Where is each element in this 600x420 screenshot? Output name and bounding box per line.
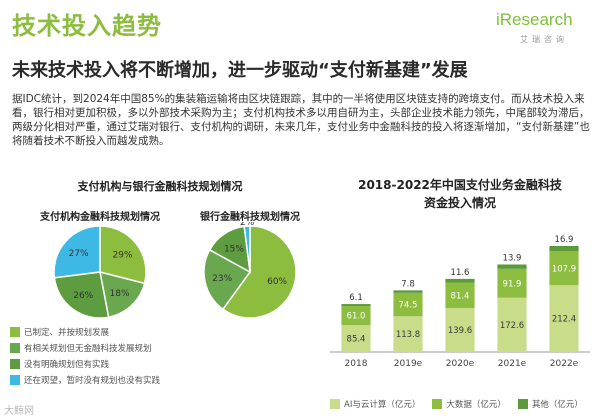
pie1-title: 支付机构金融科技规划情况 — [20, 208, 180, 223]
bar-value-label: 7.8 — [401, 279, 415, 289]
pie-slice-label: 29% — [113, 251, 133, 261]
legend-label: 没有明确规划但有实践 — [24, 358, 109, 370]
pie-slice-label: 27% — [69, 249, 89, 259]
legend-label: 其他（亿元） — [532, 398, 583, 410]
x-tick-label: 2018 — [345, 359, 368, 369]
body-paragraph: 据IDC统计，到2024年中国85%的集装箱运输将由区块链跟踪，其中的一半将使用… — [12, 92, 590, 148]
watermark: 大鲸网 — [4, 402, 34, 417]
bar-value-label: 107.9 — [552, 264, 576, 274]
pie-legend: 已制定、并按规划发展 有相关规划但无金融科技发展规划 没有明确规划但有实践 还在… — [10, 324, 310, 388]
page-title: 技术投入趋势 — [12, 6, 162, 41]
pie-legend-item: 有相关规划但无金融科技发展规划 — [10, 340, 310, 356]
legend-label: 还在观望，暂时没有规划也没有实践 — [24, 374, 160, 386]
pie-slice-label: 60% — [267, 277, 287, 287]
left-panel-title: 支付机构与银行金融科技规划情况 — [40, 178, 280, 194]
legend-swatch — [330, 399, 340, 409]
x-tick-label: 2020e — [446, 359, 475, 369]
bar-legend-item: AI与云计算（亿元） — [330, 396, 420, 412]
x-tick-label: 2022e — [550, 359, 579, 369]
bar-segment — [341, 304, 370, 306]
bar-value-label: 11.6 — [451, 268, 470, 278]
bar-value-label: 13.9 — [503, 253, 522, 263]
pie-slice-label: 23% — [212, 274, 232, 284]
page-subtitle: 未来技术投入将不断增加，进一步驱动“支付新基建”发展 — [12, 56, 468, 82]
bar-legend: AI与云计算（亿元） 大数据（亿元） 其他（亿元） — [330, 396, 595, 412]
bar-segment — [445, 279, 474, 283]
bar-legend-item: 其他（亿元） — [518, 396, 583, 412]
pie-legend-item: 已制定、并按规划发展 — [10, 324, 310, 340]
legend-swatch — [518, 399, 528, 409]
legend-swatch — [10, 343, 20, 353]
pie-slice-label: 15% — [224, 244, 244, 254]
bar-chart-title-line-2: 资金投入情况 — [424, 196, 496, 210]
legend-label: 已制定、并按规划发展 — [24, 326, 109, 338]
bar-segment — [549, 246, 578, 251]
legend-label: 大数据（亿元） — [446, 398, 506, 410]
brand-name: iResearch — [496, 10, 573, 30]
bar-value-label: 81.4 — [451, 291, 470, 301]
pie-chart-banks: 60% 23% 15% 2% — [190, 222, 310, 322]
legend-swatch — [10, 327, 20, 337]
legend-label: 有相关规划但无金融科技发展规划 — [24, 342, 152, 354]
bar-value-label: 212.4 — [552, 315, 576, 325]
pie-chart-payment-institutions: 29% 18% 26% 27% — [30, 222, 170, 322]
stacked-bar-chart: 85.4 61.0 6.1 2018 113.8 74.5 7.8 2019e 139.6 81.… — [330, 224, 590, 384]
pie-slice-label: 18% — [110, 289, 130, 299]
bar-value-label: 6.1 — [349, 293, 363, 303]
brand-subtitle: 艾瑞咨询 — [520, 34, 568, 45]
bar-value-label: 85.4 — [347, 335, 366, 345]
x-tick-label: 2019e — [394, 359, 423, 369]
pie-slice-label: 26% — [73, 291, 93, 301]
pie2-title: 银行金融科技规划情况 — [180, 208, 320, 223]
bar-value-label: 172.6 — [500, 321, 524, 331]
legend-swatch — [10, 359, 20, 369]
bar-chart-title-line-1: 2018-2022年中国支付业务金融科技 — [358, 178, 562, 192]
bar-segment — [497, 264, 526, 268]
pie-legend-item: 没有明确规划但有实践 — [10, 356, 310, 372]
bar-value-label: 91.9 — [503, 279, 522, 289]
legend-swatch — [432, 399, 442, 409]
pie-slice-label: 2% — [240, 222, 255, 228]
bar-legend-item: 大数据（亿元） — [432, 396, 506, 412]
brand-logo: iResearch 艾瑞咨询 — [496, 10, 580, 52]
bar-value-label: 139.6 — [448, 326, 472, 336]
pie-legend-item: 还在观望，暂时没有规划也没有实践 — [10, 372, 310, 388]
bar-segment — [393, 290, 422, 292]
legend-label: AI与云计算（亿元） — [344, 398, 420, 410]
bar-value-label: 113.8 — [396, 330, 420, 340]
x-tick-label: 2021e — [498, 359, 527, 369]
legend-swatch — [10, 375, 20, 385]
bar-chart-title: 2018-2022年中国支付业务金融科技 资金投入情况 — [330, 176, 590, 212]
bar-value-label: 74.5 — [399, 301, 418, 311]
bar-value-label: 61.0 — [347, 312, 366, 322]
bar-value-label: 16.9 — [555, 235, 574, 245]
